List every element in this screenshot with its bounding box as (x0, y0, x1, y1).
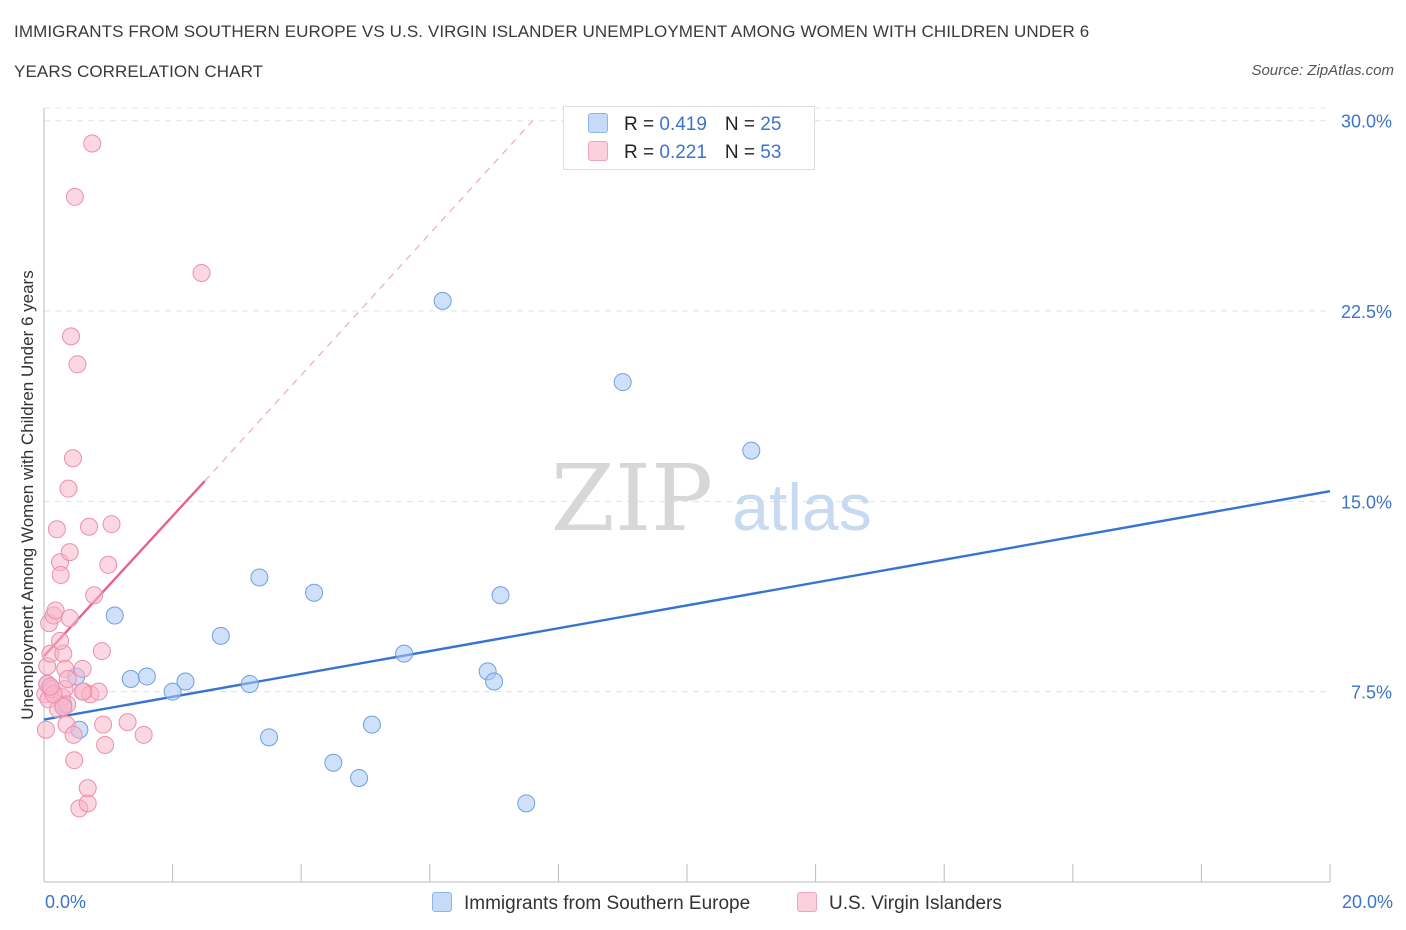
watermark-atlas: atlas (732, 470, 871, 544)
legend-row-virgin-islanders: R = 0.221 N = 53 (588, 141, 781, 165)
point-southern-europe (211, 626, 230, 645)
point-virgin-islanders (192, 263, 211, 282)
point-virgin-islanders (92, 642, 111, 661)
point-southern-europe (163, 682, 182, 701)
point-virgin-islanders (41, 677, 60, 696)
point-virgin-islanders (36, 720, 55, 739)
gridlines (44, 107, 1330, 693)
point-virgin-islanders (54, 697, 73, 716)
trend-line-1 (43, 480, 206, 657)
chart-title-line-2: YEARS CORRELATION CHART (14, 62, 264, 81)
point-virgin-islanders (73, 659, 92, 678)
correlation-legend: R = 0.419 N = 25 R = 0.221 N = 53 (563, 106, 815, 170)
point-southern-europe (121, 669, 140, 688)
point-virgin-islanders (62, 327, 81, 346)
point-virgin-islanders (83, 134, 102, 153)
y-axis-title: Unemployment Among Women with Children U… (18, 270, 37, 720)
point-virgin-islanders (63, 449, 82, 468)
tick-labels: 7.5% 15.0% 22.5% 30.0% 0.0% 20.0% (45, 112, 1393, 912)
point-southern-europe (250, 568, 269, 587)
r-value: 0.221 (659, 142, 707, 163)
point-virgin-islanders (51, 565, 70, 584)
trend-lines (43, 120, 1331, 721)
point-southern-europe (433, 291, 452, 310)
point-southern-europe (613, 373, 632, 392)
point-virgin-islanders (134, 725, 153, 744)
source-label: Source: ZipAtlas.com (1251, 62, 1394, 79)
n-value: 25 (760, 114, 782, 135)
point-southern-europe (137, 667, 156, 686)
trend-extension-1 (204, 120, 534, 482)
point-virgin-islanders (60, 609, 79, 628)
point-southern-europe (260, 728, 279, 747)
point-southern-europe (324, 753, 343, 772)
point-virgin-islanders (80, 517, 99, 536)
legend-swatch-pink (797, 892, 817, 912)
point-virgin-islanders (85, 586, 104, 605)
point-virgin-islanders (68, 355, 87, 374)
data-points (36, 134, 761, 818)
point-virgin-islanders (102, 515, 121, 534)
point-southern-europe (485, 672, 504, 691)
point-virgin-islanders (64, 725, 83, 744)
point-virgin-islanders (59, 479, 78, 498)
point-southern-europe (491, 586, 510, 605)
point-southern-europe (742, 441, 761, 460)
point-virgin-islanders (47, 520, 66, 539)
y-tick-label: 30.0% (1341, 112, 1392, 132)
x-tick-label: 0.0% (45, 892, 86, 912)
point-virgin-islanders (58, 669, 77, 688)
y-tick-label: 7.5% (1351, 683, 1392, 703)
point-southern-europe (305, 583, 324, 602)
point-southern-europe (517, 794, 536, 813)
point-southern-europe (350, 768, 369, 787)
point-southern-europe (240, 675, 259, 694)
point-southern-europe (176, 672, 195, 691)
watermark: ZIP atlas (551, 445, 872, 552)
point-virgin-islanders (96, 735, 115, 754)
point-southern-europe (395, 644, 414, 663)
legend-swatch-blue (588, 113, 608, 133)
axes (43, 108, 1331, 883)
legend-swatch-blue (432, 892, 452, 912)
chart-title-line-1: IMMIGRANTS FROM SOUTHERN EUROPE VS U.S. … (14, 22, 1090, 41)
legend-row-southern-europe: R = 0.419 N = 25 (588, 113, 781, 137)
point-virgin-islanders (99, 555, 118, 574)
bottom-legend-southern-europe: Immigrants from Southern Europe (432, 892, 750, 915)
point-southern-europe (105, 606, 124, 625)
point-virgin-islanders (78, 794, 97, 813)
x-tick-label: 20.0% (1342, 892, 1393, 912)
point-virgin-islanders (65, 187, 84, 206)
r-value: 0.419 (659, 114, 707, 135)
point-virgin-islanders (89, 682, 108, 701)
bottom-legend-virgin-islanders: U.S. Virgin Islanders (797, 892, 1002, 915)
point-virgin-islanders (46, 601, 65, 620)
point-virgin-islanders (73, 682, 92, 701)
point-virgin-islanders (78, 779, 97, 798)
point-virgin-islanders (51, 631, 70, 650)
watermark-zip: ZIP (551, 445, 713, 552)
n-value: 53 (760, 142, 782, 163)
point-southern-europe (362, 715, 381, 734)
point-virgin-islanders (94, 715, 113, 734)
point-virgin-islanders (118, 713, 137, 732)
legend-swatch-pink (588, 141, 608, 161)
point-virgin-islanders (65, 751, 84, 770)
y-tick-label: 15.0% (1341, 492, 1392, 512)
y-tick-label: 22.5% (1341, 302, 1392, 322)
point-virgin-islanders (60, 543, 79, 562)
